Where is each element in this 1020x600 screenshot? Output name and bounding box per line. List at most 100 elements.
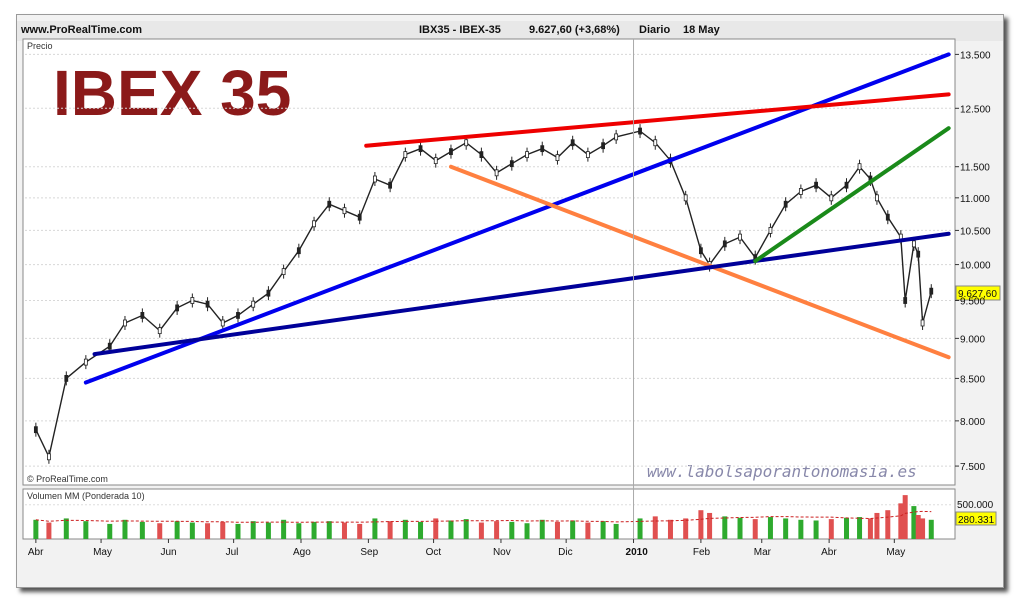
volume-bar (539, 519, 545, 539)
volume-bar (737, 517, 743, 539)
last-volume-box (955, 511, 997, 526)
x-tick-label: Abr (28, 547, 44, 558)
volume-bar (220, 521, 226, 539)
volume-bar (898, 503, 904, 539)
volume-bar (767, 517, 773, 539)
price-candle (342, 207, 347, 215)
volume-bar (174, 521, 180, 539)
price-candle (175, 304, 180, 312)
x-tick-label: 2010 (626, 547, 649, 558)
trendline (753, 126, 951, 264)
volume-bar (885, 510, 891, 539)
y-tick-label: 11.500 (960, 163, 990, 174)
price-candle (205, 300, 210, 308)
price-panel (22, 38, 956, 486)
trendline (92, 231, 951, 357)
volume-bar (326, 521, 332, 539)
price-candle (509, 160, 514, 168)
x-tick-label: Feb (693, 547, 711, 558)
price-candle (449, 148, 453, 156)
volume-bar (857, 517, 863, 539)
volume-bar (296, 523, 302, 539)
volume-bar (828, 519, 834, 539)
volume-bar (813, 520, 819, 539)
volume-bar (157, 523, 163, 539)
price-candle (357, 213, 362, 221)
y-tick-label: 12.500 (960, 104, 991, 115)
price-candle (920, 319, 925, 327)
volume-bar (387, 521, 393, 539)
price-candle (857, 163, 862, 171)
volume-bar (667, 519, 673, 539)
price-candle (875, 194, 879, 202)
price-candle (885, 213, 890, 221)
y-tick-label: 8.500 (960, 374, 985, 385)
last-price-box (955, 285, 1001, 301)
price-candle (903, 297, 908, 304)
price-candle (814, 181, 818, 189)
volume-bar (902, 495, 908, 539)
volume-bar (433, 518, 439, 539)
volume-bar (281, 519, 287, 539)
price-candle (281, 268, 286, 276)
volume-bar (402, 519, 408, 539)
price-candle (157, 327, 162, 335)
trendline (364, 92, 951, 148)
volume-bar (920, 518, 926, 539)
price-candle (783, 200, 788, 208)
price-candle (327, 200, 332, 208)
x-tick-label: Abr (821, 547, 837, 558)
price-candle (373, 175, 377, 183)
last-price-label: 9.627,60 (958, 289, 997, 300)
price-candle (107, 342, 112, 350)
volume-bar (122, 519, 128, 539)
price-candle (433, 157, 438, 165)
price-candle (829, 194, 834, 202)
site-name: www.ProRealTime.com (20, 24, 142, 36)
y-tick-label: 7.500 (960, 462, 985, 473)
y-tick-label: 8.000 (960, 417, 985, 428)
volume-bar (33, 519, 39, 539)
price-candle (525, 151, 529, 159)
y-tick-label: 9.000 (960, 334, 985, 345)
price-candle (312, 220, 316, 228)
chart-frame: www.ProRealTime.com IBX35 - IBEX-35 9.62… (16, 14, 1004, 588)
x-tick-label: Oct (426, 547, 442, 558)
volume-bar (683, 518, 689, 539)
volume-bar (265, 522, 271, 539)
volume-bar (915, 515, 921, 539)
volume-bar (570, 520, 576, 539)
price-candle (614, 133, 619, 141)
volume-bar (783, 518, 789, 539)
price-candle (64, 375, 69, 382)
x-tick-label: Nov (493, 547, 511, 558)
price-candle (585, 151, 590, 159)
volume-bar (867, 518, 873, 539)
volume-bar (107, 523, 113, 539)
volume-bar (600, 521, 606, 539)
price-candle (638, 127, 642, 135)
volume-bar (63, 518, 69, 539)
price-candle (236, 312, 240, 319)
volume-bar (752, 519, 758, 539)
header-bar (17, 21, 1003, 41)
price-candle (929, 287, 934, 295)
last-volume-label: 280.331 (958, 515, 995, 526)
price-candle (738, 233, 742, 241)
volume-bar (928, 519, 934, 539)
price-candle (844, 181, 849, 189)
price-candle (698, 247, 703, 255)
price-candle (140, 312, 145, 319)
volume-bar (250, 521, 256, 539)
x-tick-label: Jul (226, 547, 239, 558)
volume-bar (722, 516, 728, 539)
volume-bar (637, 518, 643, 539)
volume-bar (911, 506, 917, 539)
price-candle (570, 139, 575, 147)
volume-bar (509, 521, 515, 539)
price-candle (494, 169, 499, 177)
price-candle (911, 240, 916, 248)
y-tick-label: 9.500 (960, 297, 985, 308)
volume-bar (585, 522, 591, 539)
volume-bar (235, 523, 241, 539)
